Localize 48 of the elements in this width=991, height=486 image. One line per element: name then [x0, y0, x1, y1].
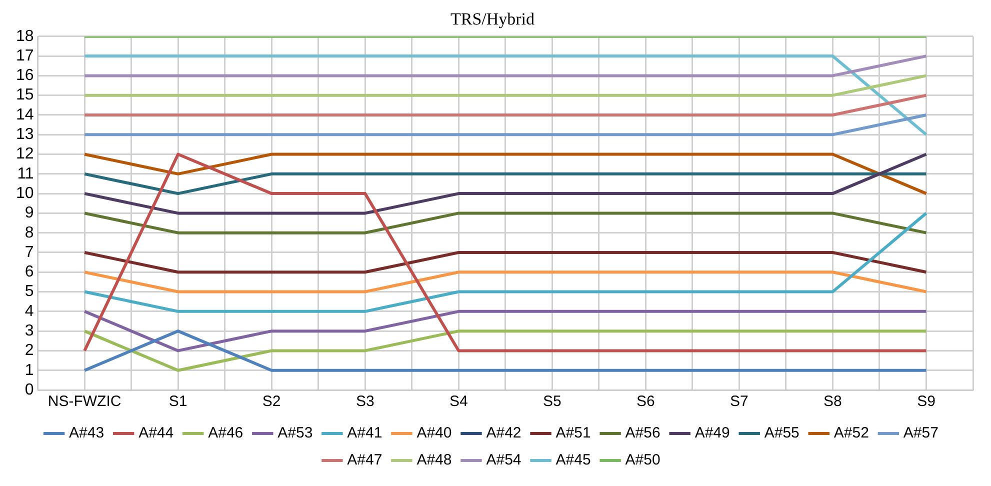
x-tick-label: S9	[917, 393, 936, 410]
x-tick-label: S2	[262, 393, 281, 410]
x-tick-label: S8	[824, 393, 842, 410]
y-tick-label: 7	[24, 244, 34, 261]
legend-label: A#45	[556, 452, 591, 469]
legend-label: A#43	[69, 424, 104, 442]
x-tick-label: S6	[636, 393, 655, 410]
y-tick-label: 16	[16, 67, 34, 84]
legend-label: A#46	[208, 424, 244, 442]
legend-label: A#42	[486, 424, 522, 442]
y-tick-label: 5	[24, 283, 34, 300]
legend-label: A#44	[138, 424, 174, 442]
y-tick-label: 0	[24, 381, 34, 398]
y-tick-label: 14	[16, 106, 34, 124]
legend-label: A#53	[278, 424, 313, 442]
legend-label: A#48	[416, 452, 452, 469]
y-tick-label: 17	[16, 47, 34, 64]
legend-label: A#54	[486, 452, 522, 469]
legend-label: A#49	[694, 424, 730, 442]
x-tick-label: NS-FWZIC	[48, 393, 122, 410]
y-tick-label: 8	[24, 224, 34, 242]
legend-label: A#50	[625, 452, 660, 469]
y-tick-label: 12	[16, 146, 34, 163]
legend-label: A#41	[347, 424, 382, 442]
x-tick-label: S7	[730, 393, 748, 410]
y-tick-label: 9	[24, 204, 34, 222]
x-tick-label: S3	[356, 393, 374, 410]
x-tick-label: S5	[542, 393, 562, 410]
y-tick-label: 2	[24, 342, 34, 360]
y-tick-label: 3	[24, 322, 34, 340]
legend-label: A#55	[764, 424, 800, 442]
legend-label: A#51	[556, 424, 591, 442]
y-tick-label: 13	[16, 126, 34, 144]
y-tick-label: 15	[16, 86, 34, 104]
legend-label: A#52	[834, 424, 869, 442]
legend-label: A#56	[625, 424, 660, 442]
y-tick-label: 4	[24, 302, 34, 320]
y-tick-label: 6	[24, 264, 34, 281]
x-tick-label: S1	[168, 393, 188, 410]
legend-label: A#40	[416, 424, 452, 442]
legend-label: A#57	[903, 424, 938, 442]
y-tick-label: 1	[24, 362, 34, 379]
legend-label: A#47	[347, 452, 382, 469]
chart-title: TRS/Hybrid	[450, 10, 536, 29]
y-tick-label: 10	[16, 184, 34, 202]
y-tick-label: 18	[16, 28, 34, 45]
x-tick-label: S4	[449, 393, 468, 410]
y-tick-label: 11	[17, 165, 34, 182]
